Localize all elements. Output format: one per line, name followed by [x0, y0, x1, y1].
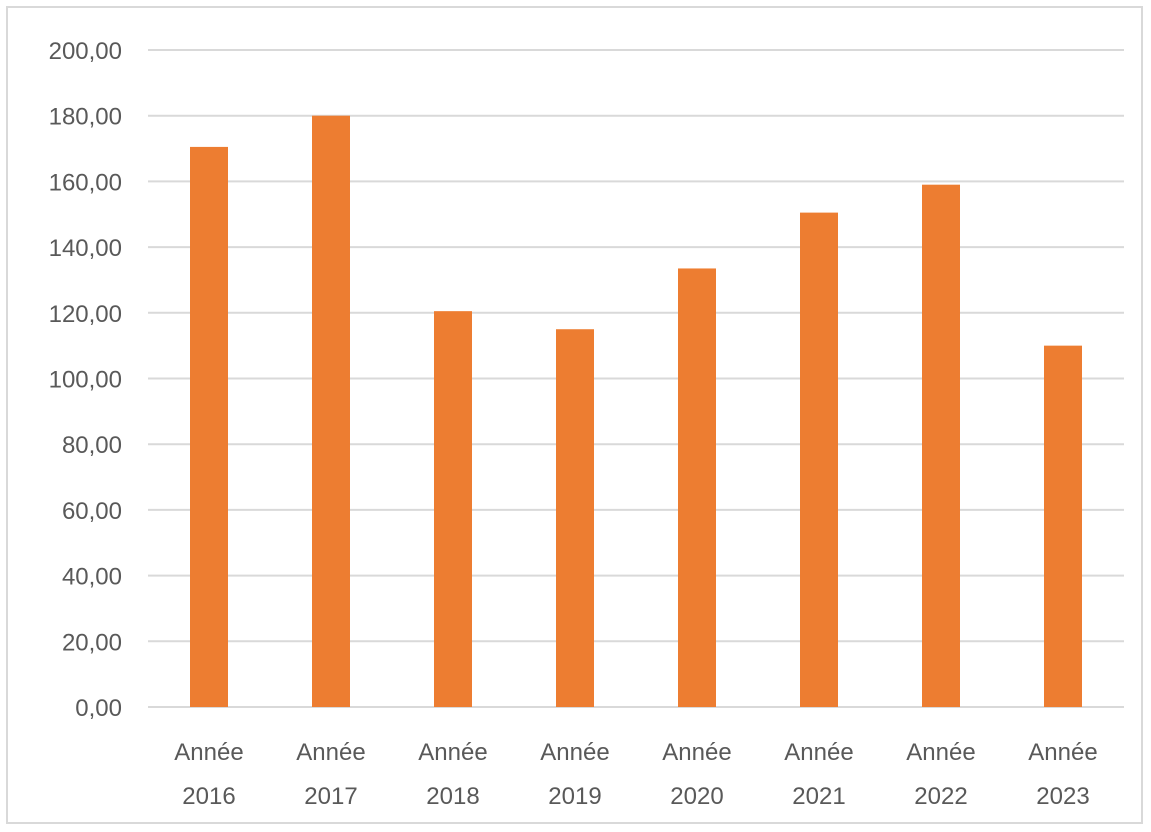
x-category-label: 2021 — [792, 783, 845, 810]
x-category-label: 2018 — [426, 783, 479, 810]
y-tick-label: 120,00 — [49, 301, 122, 328]
x-category-label: Année — [784, 739, 853, 766]
bar — [922, 184, 960, 707]
bar — [190, 146, 228, 708]
bar — [556, 329, 594, 707]
x-category-label: Année — [174, 739, 243, 766]
x-category-label: Année — [906, 739, 975, 766]
y-tick-label: 60,00 — [62, 498, 122, 525]
x-category-label: 2017 — [304, 783, 357, 810]
x-category-label: Année — [418, 739, 487, 766]
bar — [312, 115, 350, 707]
bar — [434, 311, 472, 707]
y-tick-label: 40,00 — [62, 564, 122, 591]
y-tick-label: 100,00 — [49, 367, 122, 394]
y-tick-label: 200,00 — [49, 38, 122, 65]
bar — [800, 212, 838, 708]
bars — [190, 115, 1082, 708]
gridlines — [148, 49, 1124, 708]
y-tick-label: 160,00 — [49, 169, 122, 196]
x-category-label: Année — [540, 739, 609, 766]
x-category-label: Année — [296, 739, 365, 766]
y-tick-label: 180,00 — [49, 104, 122, 131]
y-tick-label: 0,00 — [75, 695, 122, 722]
x-axis-category-labels: Année 2016 Année 2017 Année 2018 Année 2019 Anné… — [174, 739, 1097, 810]
bar — [678, 268, 716, 707]
x-category-label: 2016 — [182, 783, 235, 810]
x-category-label: 2023 — [1036, 783, 1089, 810]
y-axis-tick-labels: 0,00 20,00 40,00 60,00 80,00 100,00 120,00 140,… — [49, 38, 122, 722]
x-category-label: 2019 — [548, 783, 601, 810]
y-tick-label: 80,00 — [62, 432, 122, 459]
x-category-label: 2020 — [670, 783, 723, 810]
x-category-label: Année — [662, 739, 731, 766]
x-category-label: Année — [1028, 739, 1097, 766]
y-tick-label: 140,00 — [49, 235, 122, 262]
x-category-label: 2022 — [914, 783, 967, 810]
bar — [1044, 345, 1082, 707]
y-tick-label: 20,00 — [62, 629, 122, 656]
